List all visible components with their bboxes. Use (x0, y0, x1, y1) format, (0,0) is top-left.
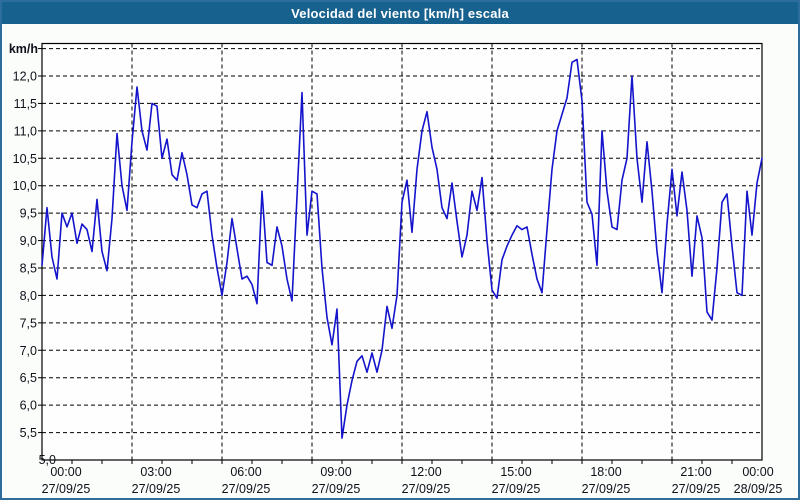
x-tick-date-label: 27/09/25 (42, 482, 91, 496)
y-tick-label: 9,5 (20, 207, 37, 221)
x-tick-date-label: 27/09/25 (132, 482, 181, 496)
y-tick-label: 9,0 (20, 234, 37, 248)
x-tick-time-label: 15:00 (500, 465, 531, 479)
y-tick-label: 5,5 (20, 426, 37, 440)
y-tick-label: 6,0 (20, 399, 37, 413)
y-tick-label-bottom: 5,0 (39, 453, 56, 467)
x-tick-time-label: 06:00 (230, 465, 261, 479)
y-axis-unit-label: km/h (9, 42, 38, 56)
x-tick-time-label: 00:00 (50, 465, 81, 479)
x-tick-time-label: 12:00 (410, 465, 441, 479)
y-tick-label: 11,5 (14, 97, 37, 111)
x-tick-time-label: 18:00 (590, 465, 621, 479)
y-tick-label: 7,0 (20, 344, 37, 358)
wind-speed-line (41, 58, 763, 439)
x-tick-date-label: 27/09/25 (222, 482, 271, 496)
y-tick-label: 12,0 (13, 70, 37, 84)
wind-speed-chart: km/h 12,0 11,5 11,0 10,5 10,0 9,5 9,0 8,5 8,0 7,5 7… (9, 42, 783, 496)
x-tick-time-label: 00:00 (742, 465, 773, 479)
y-tick-label: 6,5 (20, 371, 37, 385)
y-tick-label: 10,0 (13, 179, 37, 193)
title-bar: Velocidad del viento [km/h] escala (2, 2, 798, 24)
y-tick-label: 8,5 (20, 262, 37, 276)
y-tick-label: 8,0 (20, 289, 37, 303)
x-tick-date-label: 27/09/25 (402, 482, 451, 496)
y-tick-label: 11,0 (14, 124, 37, 138)
y-tick-label: 10,5 (13, 152, 37, 166)
x-tick-date-label: 27/09/25 (312, 482, 361, 496)
x-tick-time-label: 21:00 (680, 465, 711, 479)
x-tick-date-label: 27/09/25 (672, 482, 721, 496)
plot-area (42, 43, 762, 460)
page-title: Velocidad del viento [km/h] escala (291, 5, 509, 21)
x-tick-date-label: 28/09/25 (734, 482, 783, 496)
x-tick-time-label: 03:00 (140, 465, 171, 479)
x-tick-date-label: 27/09/25 (582, 482, 631, 496)
y-tick-label: 7,5 (20, 316, 37, 330)
x-tick-date-label: 27/09/25 (492, 482, 541, 496)
x-tick-time-label: 09:00 (320, 465, 351, 479)
